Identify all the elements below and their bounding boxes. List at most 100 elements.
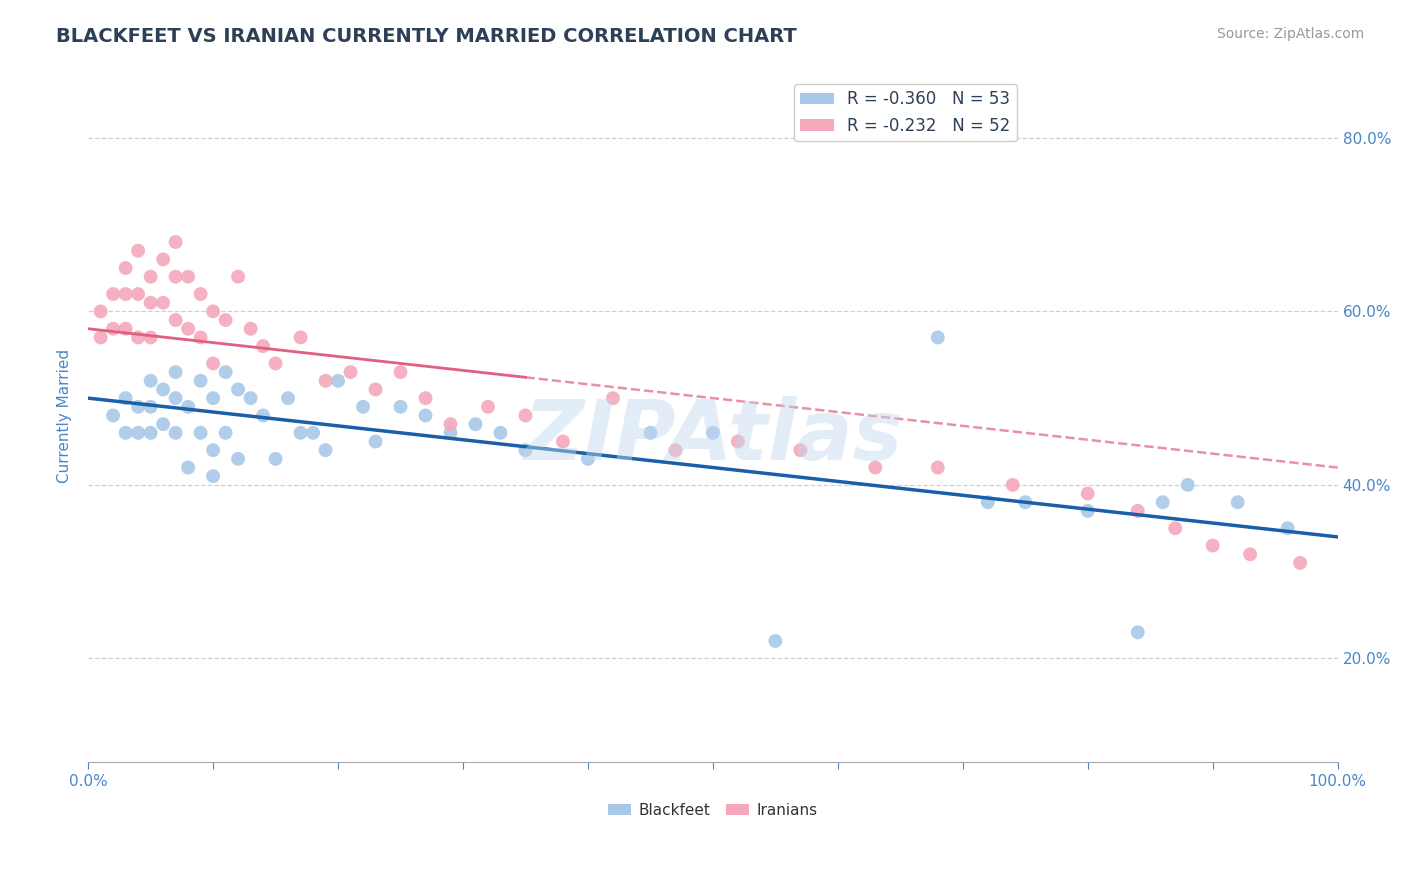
Point — [489, 425, 512, 440]
Point — [439, 417, 461, 432]
Point — [114, 322, 136, 336]
Point — [139, 295, 162, 310]
Point — [1077, 486, 1099, 500]
Point — [515, 409, 537, 423]
Point — [576, 451, 599, 466]
Point — [214, 365, 236, 379]
Point — [127, 244, 149, 258]
Point — [90, 330, 112, 344]
Point — [1177, 478, 1199, 492]
Point — [290, 425, 312, 440]
Point — [1126, 504, 1149, 518]
Point — [252, 339, 274, 353]
Point — [1001, 478, 1024, 492]
Point — [464, 417, 486, 432]
Point — [727, 434, 749, 449]
Text: ZIPAtlas: ZIPAtlas — [523, 396, 903, 477]
Point — [1126, 625, 1149, 640]
Point — [127, 330, 149, 344]
Point — [763, 634, 786, 648]
Point — [114, 287, 136, 301]
Point — [190, 425, 212, 440]
Point — [214, 313, 236, 327]
Point — [214, 425, 236, 440]
Point — [190, 374, 212, 388]
Point — [477, 400, 499, 414]
Point — [202, 304, 225, 318]
Text: BLACKFEET VS IRANIAN CURRENTLY MARRIED CORRELATION CHART: BLACKFEET VS IRANIAN CURRENTLY MARRIED C… — [56, 27, 797, 45]
Point — [364, 434, 387, 449]
Point — [177, 269, 200, 284]
Point — [551, 434, 574, 449]
Point — [152, 383, 174, 397]
Point — [252, 409, 274, 423]
Point — [114, 260, 136, 275]
Point — [127, 287, 149, 301]
Point — [190, 330, 212, 344]
Point — [165, 425, 187, 440]
Point — [139, 374, 162, 388]
Point — [177, 322, 200, 336]
Point — [352, 400, 374, 414]
Point — [1152, 495, 1174, 509]
Y-axis label: Currently Married: Currently Married — [58, 349, 72, 483]
Point — [339, 365, 361, 379]
Point — [1226, 495, 1249, 509]
Point — [202, 391, 225, 405]
Point — [139, 425, 162, 440]
Point — [127, 400, 149, 414]
Point — [315, 374, 337, 388]
Point — [1239, 547, 1261, 561]
Point — [177, 460, 200, 475]
Point — [165, 269, 187, 284]
Point — [315, 443, 337, 458]
Point — [101, 322, 124, 336]
Point — [1289, 556, 1312, 570]
Point — [326, 374, 349, 388]
Point — [226, 269, 249, 284]
Point — [389, 400, 412, 414]
Point — [226, 451, 249, 466]
Legend: Blackfeet, Iranians: Blackfeet, Iranians — [602, 797, 824, 824]
Point — [515, 443, 537, 458]
Point — [1202, 539, 1225, 553]
Point — [264, 356, 287, 370]
Text: Source: ZipAtlas.com: Source: ZipAtlas.com — [1216, 27, 1364, 41]
Point — [264, 451, 287, 466]
Point — [101, 287, 124, 301]
Point — [302, 425, 325, 440]
Point — [90, 304, 112, 318]
Point — [290, 330, 312, 344]
Point — [1164, 521, 1187, 535]
Point — [114, 425, 136, 440]
Point — [114, 391, 136, 405]
Point — [664, 443, 686, 458]
Point — [602, 391, 624, 405]
Point — [152, 252, 174, 267]
Point — [239, 391, 262, 405]
Point — [977, 495, 1000, 509]
Point — [139, 269, 162, 284]
Point — [1277, 521, 1299, 535]
Point — [927, 460, 949, 475]
Point — [101, 409, 124, 423]
Point — [415, 391, 437, 405]
Point — [640, 425, 662, 440]
Point — [127, 425, 149, 440]
Point — [389, 365, 412, 379]
Point — [702, 425, 724, 440]
Point — [439, 425, 461, 440]
Point — [165, 391, 187, 405]
Point — [152, 295, 174, 310]
Point — [139, 330, 162, 344]
Point — [1077, 504, 1099, 518]
Point — [139, 400, 162, 414]
Point — [202, 356, 225, 370]
Point — [364, 383, 387, 397]
Point — [165, 235, 187, 249]
Point — [152, 417, 174, 432]
Point — [865, 460, 887, 475]
Point — [165, 365, 187, 379]
Point — [1014, 495, 1036, 509]
Point — [202, 443, 225, 458]
